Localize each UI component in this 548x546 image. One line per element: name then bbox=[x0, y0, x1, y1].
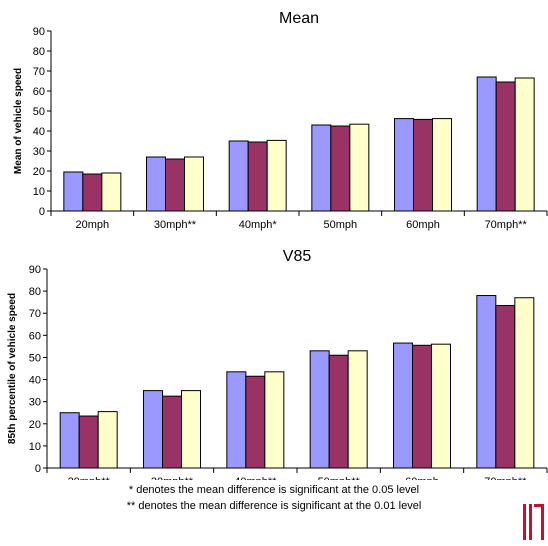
v85-chart: V85 85th percentile of vehicle speed 0 10 20… bbox=[7, 248, 548, 480]
v85-bar bbox=[309, 350, 330, 469]
mean-y-tick-label: 60 bbox=[33, 86, 45, 98]
v85-bar bbox=[328, 354, 349, 469]
v85-bar bbox=[245, 375, 266, 469]
v85-y-tick-label: 30 bbox=[29, 397, 41, 409]
v85-x-tick-label: 50mph** bbox=[318, 476, 361, 480]
v85-bar bbox=[162, 395, 182, 469]
mean-bar bbox=[514, 77, 535, 212]
v85-y-tick-label: 40 bbox=[29, 375, 41, 387]
mean-bar bbox=[146, 156, 166, 212]
v85-bar bbox=[264, 371, 285, 469]
v85-y-tick-label: 70 bbox=[29, 308, 41, 320]
brand-logo bbox=[523, 504, 544, 540]
v85-y-tick-label: 10 bbox=[29, 441, 41, 453]
mean-x-tick-label: 30mph** bbox=[154, 219, 197, 231]
mean-y-tick-label: 20 bbox=[33, 166, 45, 178]
v85-x-tick-label: 30mph** bbox=[151, 476, 194, 480]
mean-y-tick-label: 50 bbox=[33, 106, 45, 118]
v85-x-tick-label: 60mph bbox=[405, 476, 439, 480]
mean-bar bbox=[394, 118, 414, 212]
v85-y-tick-label: 20 bbox=[29, 419, 41, 431]
mean-bar bbox=[311, 124, 332, 212]
mean-y-tick-label: 80 bbox=[33, 46, 45, 58]
footnote-single-asterisk: * denotes the mean difference is signifi… bbox=[128, 484, 420, 496]
mean-bar bbox=[247, 141, 268, 212]
v85-y-tick-label: 90 bbox=[29, 264, 41, 276]
v85-x-tick-label: 70mph** bbox=[484, 476, 527, 480]
mean-x-tick-label: 70mph** bbox=[485, 219, 528, 231]
v85-bar bbox=[181, 390, 201, 469]
mean-y-tick-label: 90 bbox=[33, 26, 45, 38]
mean-bar bbox=[63, 171, 84, 212]
v85-bar bbox=[78, 415, 99, 469]
v85-bar bbox=[514, 297, 535, 469]
mean-bar bbox=[228, 140, 249, 212]
v85-y-tick-label: 0 bbox=[35, 463, 41, 475]
mean-y-tick-label: 10 bbox=[33, 186, 45, 198]
mean-y-axis-label: Mean of vehicle speed bbox=[13, 68, 24, 174]
v85-bar bbox=[97, 411, 118, 469]
mean-bar bbox=[82, 173, 103, 212]
mean-y-tick-label: 0 bbox=[39, 206, 45, 218]
mean-bar bbox=[432, 118, 452, 212]
v85-bar bbox=[495, 304, 516, 469]
mean-y-tick-label: 30 bbox=[33, 146, 45, 158]
v85-y-axis-label: 85th percentile of vehicle speed bbox=[7, 293, 18, 444]
v85-bar bbox=[393, 342, 413, 469]
v85-bar bbox=[347, 350, 368, 469]
v85-y-tick-label: 60 bbox=[29, 330, 41, 342]
v85-y-tick-label: 80 bbox=[29, 286, 41, 298]
mean-y-tick-label: 40 bbox=[33, 126, 45, 138]
v85-chart-title: V85 bbox=[283, 248, 312, 265]
v85-bar bbox=[143, 390, 163, 469]
v85-bar bbox=[226, 371, 247, 469]
mean-bar bbox=[495, 81, 516, 212]
mean-y-tick-label: 70 bbox=[33, 66, 45, 78]
mean-chart: Mean Mean of vehicle speed 0 10 20 30 40 50 60 70… bbox=[13, 10, 548, 231]
footnote-double-asterisk: ** denotes the mean difference is signif… bbox=[126, 500, 422, 512]
mean-bar bbox=[101, 172, 122, 212]
mean-bar bbox=[330, 125, 351, 212]
v85-x-tick-label: 40mph** bbox=[234, 476, 277, 480]
v85-bar bbox=[59, 412, 80, 469]
mean-x-tick-label: 50mph bbox=[324, 219, 358, 231]
mean-bar bbox=[349, 123, 370, 212]
v85-bar bbox=[431, 343, 451, 469]
mean-x-tick-label: 40mph* bbox=[239, 219, 278, 231]
mean-x-tick-label: 20mph bbox=[76, 219, 110, 231]
v85-bar bbox=[412, 344, 432, 469]
mean-bar bbox=[184, 156, 204, 212]
mean-bar bbox=[165, 158, 185, 212]
v85-bar bbox=[476, 295, 497, 469]
mean-x-tick-label: 60mph bbox=[406, 219, 440, 231]
mean-chart-title: Mean bbox=[279, 10, 319, 27]
v85-x-tick-label: 20mph** bbox=[68, 476, 111, 480]
mean-bar bbox=[266, 139, 287, 212]
mean-bar bbox=[413, 118, 433, 212]
v85-y-tick-label: 50 bbox=[29, 352, 41, 364]
mean-bar bbox=[476, 76, 497, 212]
